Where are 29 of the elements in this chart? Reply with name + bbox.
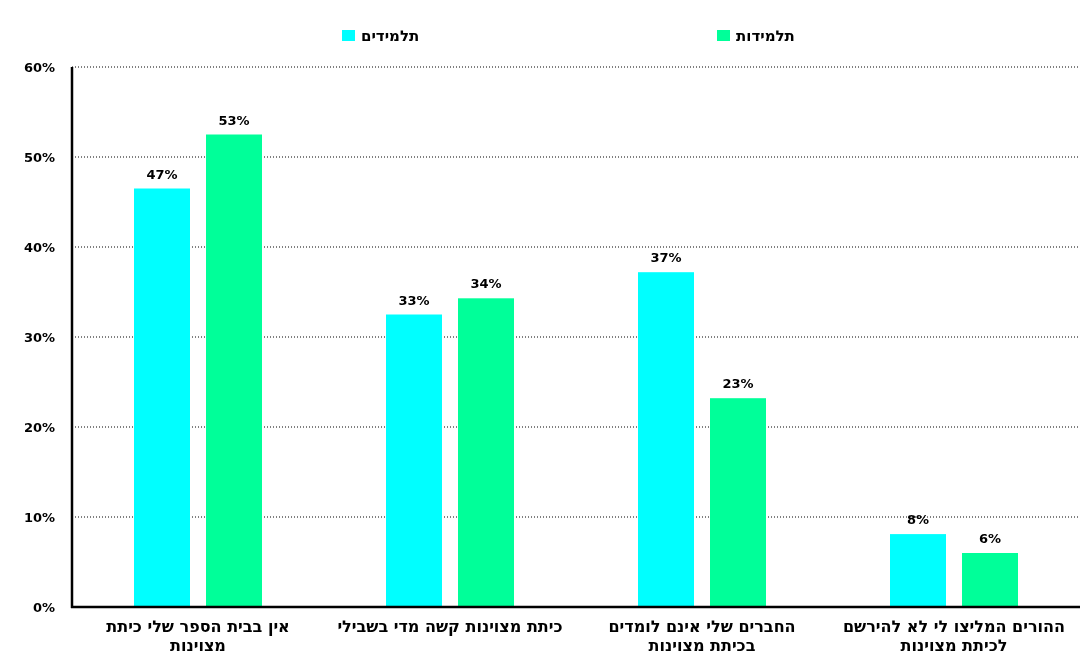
x-tick-label: החברים שלי אינם לומדים בכיתת מצוינות xyxy=(608,617,796,655)
bar xyxy=(890,534,946,607)
x-tick-label: כיתת מצוינות קשה מדי בשבילי xyxy=(337,617,563,636)
y-tick-label: 50% xyxy=(23,150,55,165)
legend-label: תלמידות xyxy=(736,27,795,45)
bar xyxy=(710,398,766,607)
data-label: 6% xyxy=(978,531,1002,546)
x-tick-label: אין בבית הספר שלי כיתת מצוינות xyxy=(106,617,290,655)
data-label: 23% xyxy=(722,376,754,392)
data-label: 8% xyxy=(906,512,930,528)
x-tick-label: ההורים המליצו לי לא להירשם לכיתת מצוינות xyxy=(842,617,1066,655)
y-tick-label: 0% xyxy=(32,600,55,615)
bar xyxy=(962,553,1018,607)
y-tick-label: 60% xyxy=(23,60,55,75)
data-label: 33% xyxy=(398,292,430,308)
data-label: 34% xyxy=(470,276,502,292)
data-label: 53% xyxy=(218,112,250,128)
data-label: 47% xyxy=(146,166,178,182)
bar xyxy=(458,298,514,607)
y-tick-label: 10% xyxy=(23,510,55,525)
bar xyxy=(386,314,442,607)
bar xyxy=(134,188,190,607)
legend-label: תלמידים xyxy=(361,27,420,45)
y-tick-label: 30% xyxy=(23,330,55,345)
bar xyxy=(206,134,262,607)
data-label: 37% xyxy=(650,250,682,266)
y-tick-label: 20% xyxy=(23,420,55,435)
bar xyxy=(638,272,694,607)
y-tick-label: 40% xyxy=(23,240,55,255)
